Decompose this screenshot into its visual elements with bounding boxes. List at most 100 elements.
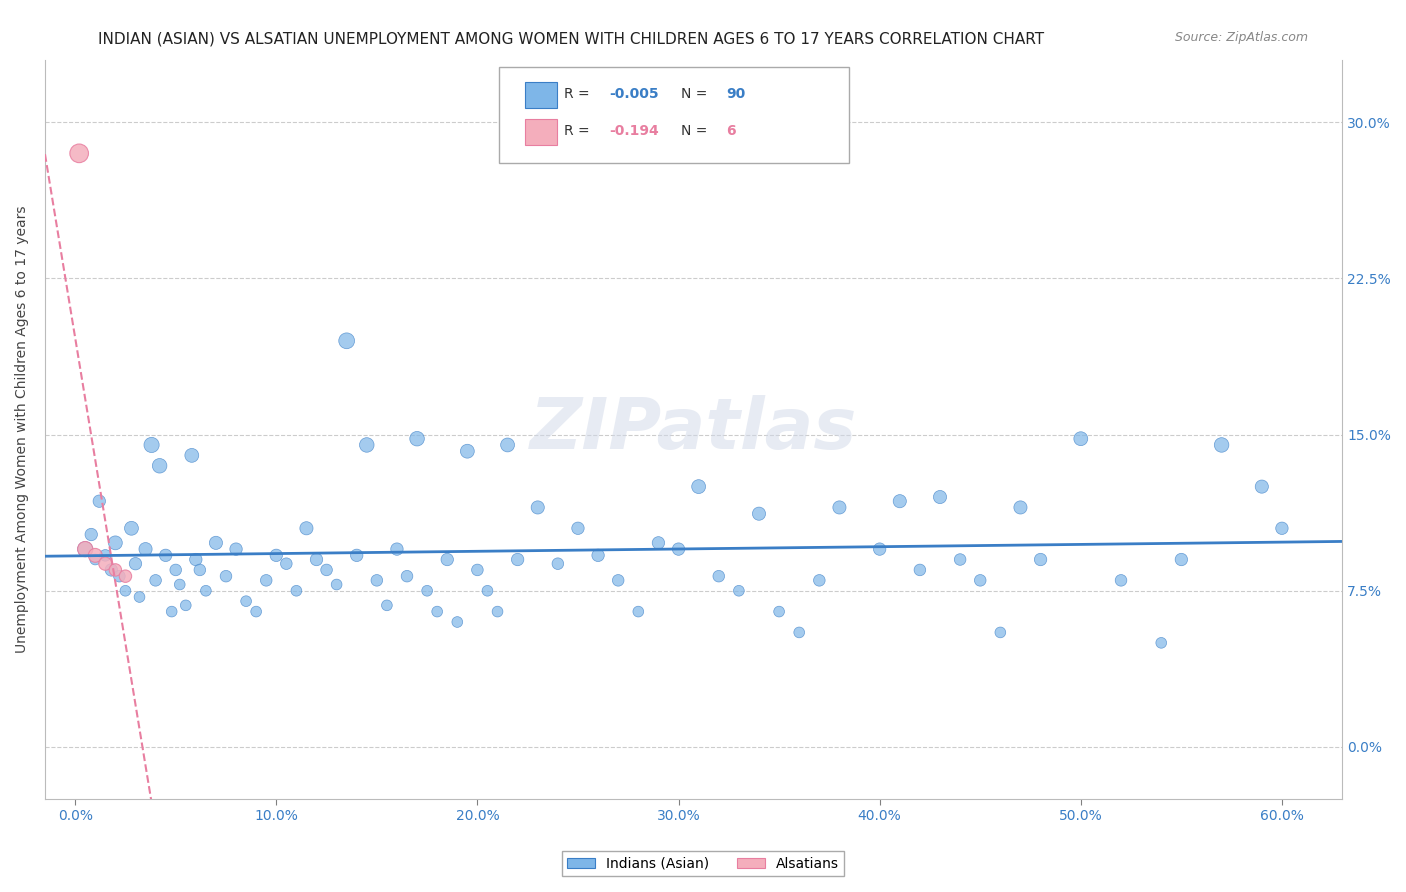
Indians (Asian)	[586, 549, 609, 563]
Text: R =: R =	[564, 87, 593, 102]
Indians (Asian)	[305, 552, 328, 566]
Indians (Asian)	[205, 536, 228, 550]
Indians (Asian)	[375, 599, 398, 613]
Indians (Asian)	[456, 444, 478, 458]
Alsatians	[114, 569, 136, 583]
Text: -0.005: -0.005	[609, 87, 659, 102]
Indians (Asian)	[94, 549, 117, 563]
Indians (Asian)	[120, 521, 142, 535]
Indians (Asian)	[869, 542, 891, 557]
Indians (Asian)	[889, 494, 911, 508]
Indians (Asian)	[1211, 438, 1233, 452]
Indians (Asian)	[165, 563, 187, 577]
Indians (Asian)	[1029, 552, 1052, 566]
Indians (Asian)	[426, 605, 449, 619]
Indians (Asian)	[647, 536, 669, 550]
Indians (Asian)	[436, 552, 458, 566]
Indians (Asian)	[547, 557, 569, 571]
Alsatians	[75, 542, 97, 557]
Indians (Asian)	[668, 542, 690, 557]
Indians (Asian)	[285, 583, 308, 598]
Indians (Asian)	[149, 458, 172, 473]
Indians (Asian)	[607, 574, 630, 588]
Indians (Asian)	[194, 583, 217, 598]
Indians (Asian)	[145, 574, 167, 588]
Indians (Asian)	[486, 605, 509, 619]
Indians (Asian)	[160, 605, 183, 619]
Indians (Asian)	[128, 590, 150, 604]
Indians (Asian)	[969, 574, 991, 588]
Indians (Asian)	[567, 521, 589, 535]
Indians (Asian)	[467, 563, 489, 577]
Indians (Asian)	[114, 583, 136, 598]
Alsatians	[84, 549, 107, 563]
Text: N =: N =	[681, 124, 711, 138]
Indians (Asian)	[169, 577, 191, 591]
Indians (Asian)	[748, 507, 770, 521]
Text: R =: R =	[564, 124, 593, 138]
Indians (Asian)	[828, 500, 851, 515]
Text: 90: 90	[725, 87, 745, 102]
Indians (Asian)	[295, 521, 318, 535]
Indians (Asian)	[245, 605, 267, 619]
Indians (Asian)	[254, 574, 277, 588]
Y-axis label: Unemployment Among Women with Children Ages 6 to 17 years: Unemployment Among Women with Children A…	[15, 205, 30, 653]
Indians (Asian)	[707, 569, 730, 583]
Indians (Asian)	[155, 549, 177, 563]
Indians (Asian)	[627, 605, 650, 619]
Indians (Asian)	[188, 563, 211, 577]
Indians (Asian)	[180, 449, 202, 463]
Indians (Asian)	[1170, 552, 1192, 566]
Indians (Asian)	[385, 542, 408, 557]
Text: INDIAN (ASIAN) VS ALSATIAN UNEMPLOYMENT AMONG WOMEN WITH CHILDREN AGES 6 TO 17 Y: INDIAN (ASIAN) VS ALSATIAN UNEMPLOYMENT …	[98, 31, 1045, 46]
Indians (Asian)	[276, 557, 298, 571]
Alsatians	[94, 557, 117, 571]
Indians (Asian)	[988, 625, 1011, 640]
Indians (Asian)	[1109, 574, 1132, 588]
Alsatians	[67, 146, 90, 161]
Indians (Asian)	[477, 583, 499, 598]
FancyBboxPatch shape	[499, 67, 849, 163]
Indians (Asian)	[908, 563, 931, 577]
FancyBboxPatch shape	[524, 82, 557, 108]
Indians (Asian)	[366, 574, 388, 588]
Indians (Asian)	[356, 438, 378, 452]
Indians (Asian)	[526, 500, 548, 515]
Indians (Asian)	[108, 569, 131, 583]
Indians (Asian)	[808, 574, 831, 588]
Text: ZIPatlas: ZIPatlas	[530, 395, 858, 464]
Indians (Asian)	[1271, 521, 1294, 535]
Text: Source: ZipAtlas.com: Source: ZipAtlas.com	[1174, 31, 1308, 45]
Indians (Asian)	[1150, 636, 1173, 650]
Indians (Asian)	[264, 549, 287, 563]
Text: 6: 6	[725, 124, 735, 138]
Indians (Asian)	[787, 625, 810, 640]
Indians (Asian)	[336, 334, 359, 348]
Indians (Asian)	[315, 563, 337, 577]
Indians (Asian)	[688, 480, 710, 494]
Indians (Asian)	[100, 563, 122, 577]
Indians (Asian)	[325, 577, 347, 591]
Indians (Asian)	[346, 549, 368, 563]
Indians (Asian)	[225, 542, 247, 557]
Text: -0.194: -0.194	[609, 124, 659, 138]
Indians (Asian)	[104, 536, 127, 550]
Indians (Asian)	[84, 552, 107, 566]
Indians (Asian)	[215, 569, 238, 583]
Indians (Asian)	[80, 527, 103, 541]
Indians (Asian)	[89, 494, 111, 508]
Indians (Asian)	[395, 569, 418, 583]
Indians (Asian)	[1070, 432, 1092, 446]
FancyBboxPatch shape	[524, 119, 557, 145]
Indians (Asian)	[728, 583, 751, 598]
Indians (Asian)	[124, 557, 146, 571]
Indians (Asian)	[929, 490, 952, 504]
Indians (Asian)	[446, 615, 468, 629]
Indians (Asian)	[184, 552, 207, 566]
Indians (Asian)	[768, 605, 790, 619]
Indians (Asian)	[416, 583, 439, 598]
Indians (Asian)	[949, 552, 972, 566]
Text: N =: N =	[681, 87, 711, 102]
Alsatians	[104, 563, 127, 577]
Indians (Asian)	[75, 542, 97, 557]
